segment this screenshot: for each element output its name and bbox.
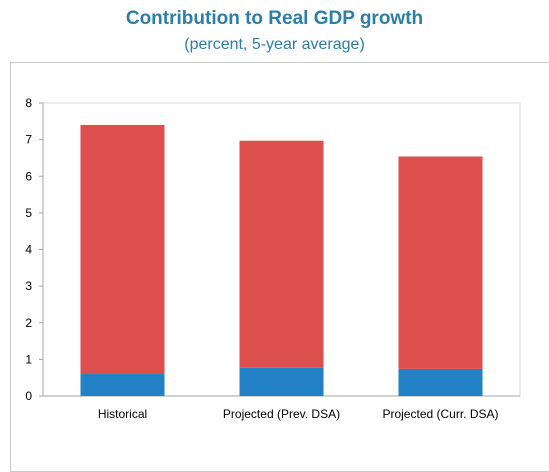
x-tick-label: Historical <box>98 407 147 421</box>
y-tick-label: 5 <box>25 206 32 220</box>
y-tick-label: 3 <box>25 279 32 293</box>
bar-segment <box>398 156 483 369</box>
y-tick-label: 8 <box>25 96 32 110</box>
bar-segment <box>398 368 483 396</box>
bar-segment <box>239 367 324 396</box>
bar-segment <box>80 374 165 396</box>
y-tick-label: 2 <box>25 316 32 330</box>
x-tick-label: Projected (Curr. DSA) <box>382 407 498 421</box>
y-tick-label: 4 <box>25 243 32 257</box>
bar-segment <box>80 124 165 375</box>
y-tick-label: 0 <box>25 389 32 403</box>
y-tick-label: 6 <box>25 169 32 183</box>
chart-subtitle: (percent, 5-year average) <box>184 36 365 53</box>
y-tick-label: 1 <box>25 352 32 366</box>
chart-title: Contribution to Real GDP growth <box>125 8 424 29</box>
x-tick-label: Projected (Prev. DSA) <box>223 407 340 421</box>
y-tick-label: 7 <box>25 133 32 147</box>
bar-segment <box>239 140 324 368</box>
